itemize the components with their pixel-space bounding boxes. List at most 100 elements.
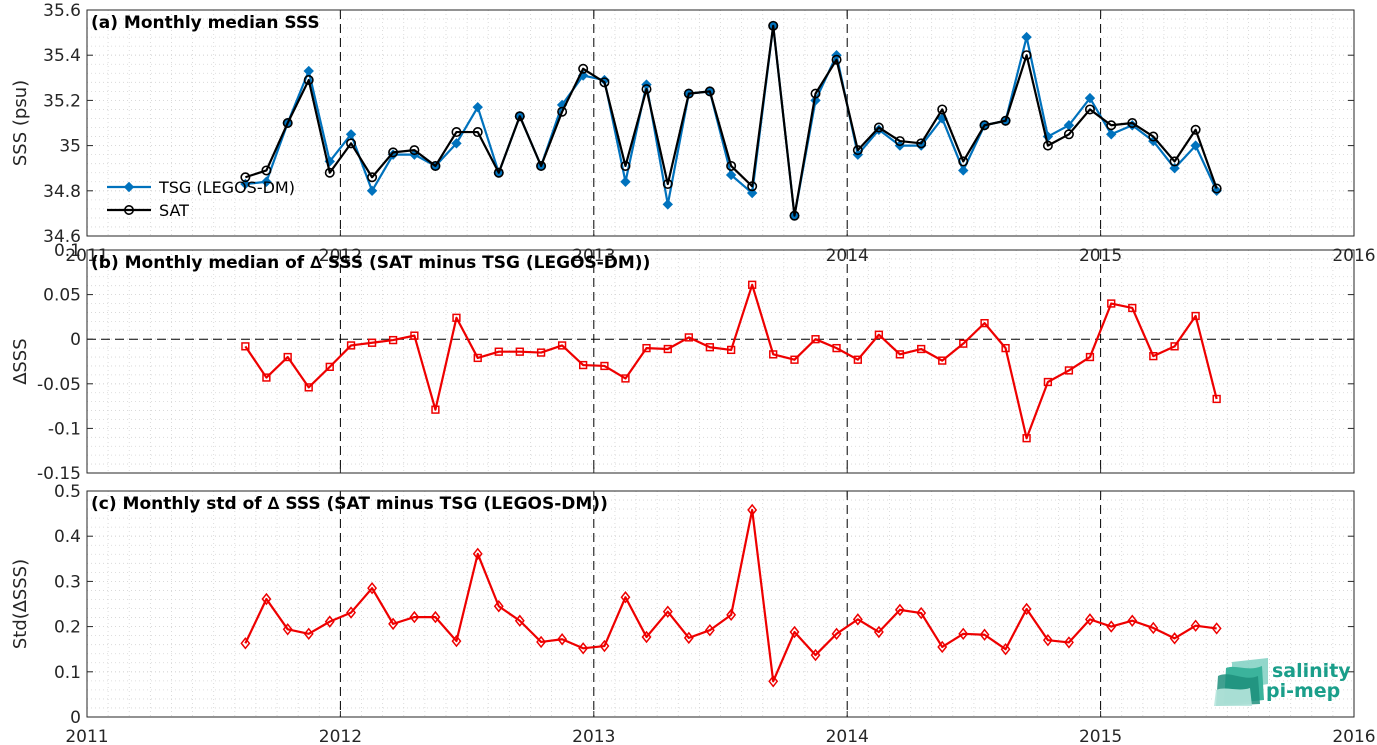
sat-series-point xyxy=(451,127,462,138)
delta-series-point xyxy=(388,335,398,345)
delta-series-point xyxy=(367,581,378,595)
sat-series-point xyxy=(346,138,357,149)
sat-series-point xyxy=(979,120,990,131)
sat-series-point xyxy=(599,77,610,88)
delta-series-point xyxy=(557,633,568,646)
sat-series-point xyxy=(324,167,335,178)
tsg-series-point xyxy=(451,138,462,149)
delta-series-point xyxy=(1064,366,1074,375)
sat-series-point xyxy=(493,167,504,178)
legend-marker xyxy=(123,181,135,193)
delta-series-point xyxy=(451,634,462,648)
sat-series-point xyxy=(831,54,842,65)
delta-series-point xyxy=(262,373,271,382)
y-tick-label: 0.3 xyxy=(54,572,81,592)
delta-series-point xyxy=(536,348,546,357)
delta-series-point xyxy=(1149,351,1158,361)
sat-series-point xyxy=(873,122,884,133)
delta-series-point xyxy=(304,383,313,392)
delta-series-point xyxy=(1063,636,1074,649)
delta-series-point xyxy=(431,405,440,414)
tsg-series-point xyxy=(1190,140,1201,151)
tsg-series-point xyxy=(1211,185,1222,197)
sat-series-point xyxy=(1084,104,1095,115)
sat-series-point xyxy=(1190,124,1201,135)
sat-series-point xyxy=(1021,50,1032,61)
delta-series-point xyxy=(1106,620,1117,633)
logo-text-line2: pi-mep xyxy=(1266,680,1340,702)
delta-series-point xyxy=(747,503,758,517)
delta-series-point xyxy=(578,642,589,655)
y-tick-label: 0.2 xyxy=(54,618,81,638)
delta-series-point xyxy=(1127,614,1138,627)
delta-series-point xyxy=(916,606,927,620)
delta-series-point xyxy=(1128,303,1137,313)
delta-series-point xyxy=(852,613,863,626)
delta-series-point xyxy=(683,631,694,645)
delta-series-point xyxy=(515,347,524,356)
sat-series-point xyxy=(472,127,483,138)
sat-series-point xyxy=(1106,120,1117,131)
delta-series-point xyxy=(810,648,821,662)
x-tick-label: 2011 xyxy=(65,727,108,745)
legend-label: TSG (LEGOS-DM) xyxy=(158,178,295,197)
delta-series-point xyxy=(346,341,356,350)
delta-series-point xyxy=(303,627,314,641)
y-tick-label: 35.6 xyxy=(43,1,81,21)
sat-series-point xyxy=(641,84,652,95)
y-tick-label: 0.05 xyxy=(43,286,81,306)
logo-text-line1: salinity xyxy=(1272,660,1351,682)
sat-series-point xyxy=(704,86,715,97)
panel-b-title: (b) Monthly median of ∆ SSS (SAT minus T… xyxy=(91,253,650,273)
panel-a-grid xyxy=(87,9,1354,237)
panel-b-grid xyxy=(87,249,1354,474)
delta-series-point xyxy=(684,333,693,342)
sat-series-point xyxy=(240,172,251,183)
sat-series-point xyxy=(1063,129,1074,140)
delta-series-point xyxy=(579,360,588,370)
x-tick-label: 2015 xyxy=(1079,727,1122,745)
delta-series-point xyxy=(959,339,968,348)
delta-series-point xyxy=(261,592,272,606)
panel-c-title: (c) Monthly std of ∆ SSS (SAT minus TSG … xyxy=(91,494,608,514)
y-tick-label: 35.4 xyxy=(43,46,81,66)
tsg-series-point xyxy=(1169,162,1180,174)
legend-item-sat: SAT xyxy=(107,201,189,220)
sat-series-point xyxy=(747,181,758,192)
delta-series-point xyxy=(1211,622,1222,635)
sat-series-point xyxy=(1127,118,1138,129)
delta-series-point xyxy=(536,635,547,649)
delta-series-point xyxy=(979,628,990,641)
sat-series-point xyxy=(683,88,694,99)
sat-series-point xyxy=(852,145,863,156)
delta-series-point xyxy=(1148,621,1159,635)
delta-series-point xyxy=(1022,434,1031,443)
legend-item-tsg: TSG (LEGOS-DM) xyxy=(107,178,295,197)
delta-series-point xyxy=(621,374,630,383)
delta-series-point xyxy=(705,343,715,352)
delta-series-point xyxy=(1169,632,1180,645)
panel-c-grid xyxy=(87,490,1354,718)
sat-series-point xyxy=(768,20,779,31)
tsg-series-point xyxy=(240,178,251,190)
sat-series-point xyxy=(536,160,547,171)
delta-series-point xyxy=(367,338,377,347)
delta-series-point xyxy=(832,343,841,353)
delta-series-point xyxy=(831,627,842,641)
wave-icon xyxy=(1214,658,1268,706)
delta-series-point xyxy=(958,627,969,641)
delta-series-point xyxy=(662,605,673,618)
sat-series xyxy=(240,20,1222,221)
y-tick-label: 0.5 xyxy=(54,482,81,502)
sat-series-point xyxy=(409,145,420,156)
delta-series-point xyxy=(873,625,884,639)
y-tick-label: -0.05 xyxy=(37,375,81,395)
delta-series-point xyxy=(980,318,989,328)
delta-series-point xyxy=(241,342,250,351)
delta-series-point xyxy=(704,624,715,637)
delta-series-point xyxy=(663,344,672,354)
delta-series-point xyxy=(493,600,504,613)
sat-series-point xyxy=(810,88,821,99)
delta-series-point xyxy=(853,355,862,364)
delta-series-point xyxy=(1170,342,1179,351)
